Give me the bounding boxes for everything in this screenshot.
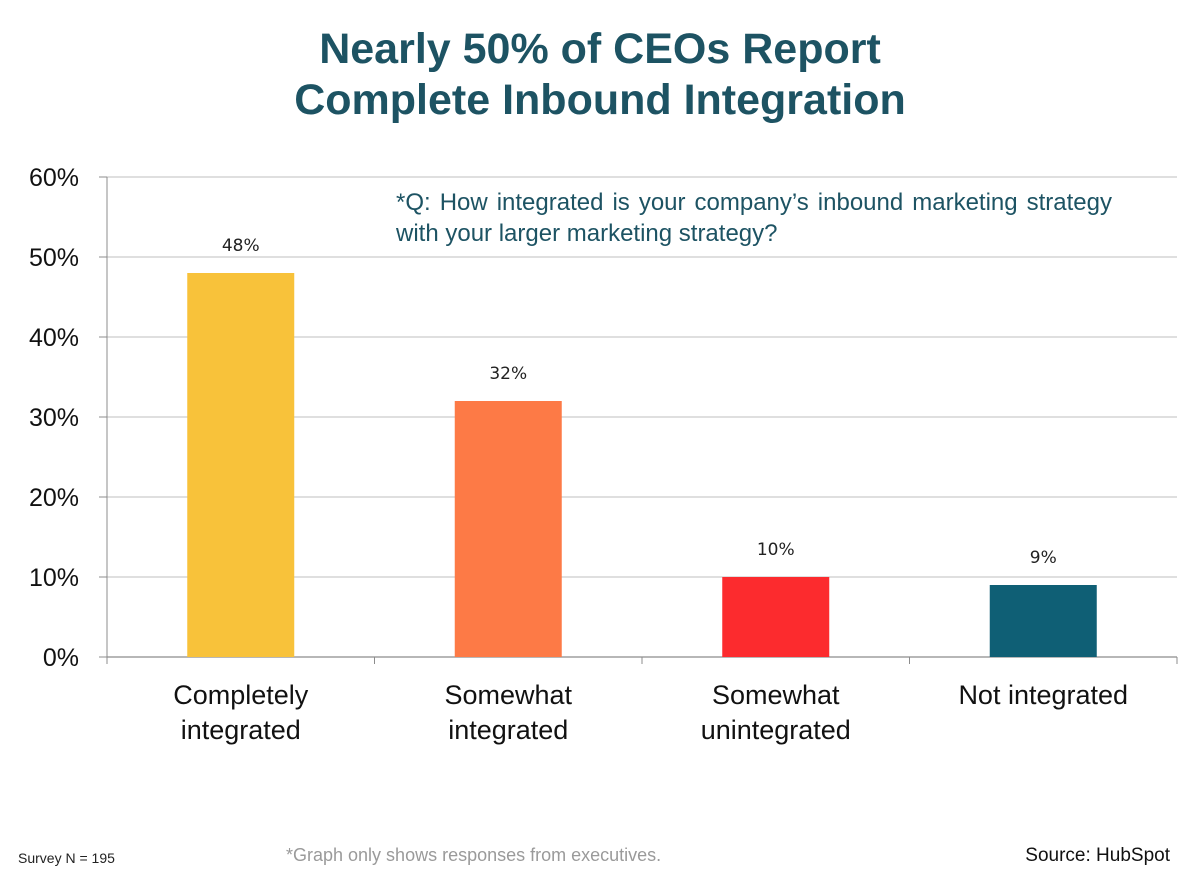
bar <box>454 401 562 657</box>
y-tick-label: 10% <box>29 564 79 592</box>
x-category-label: Not integrated <box>958 680 1128 710</box>
data-label: 10% <box>757 540 795 560</box>
y-tick-label: 0% <box>43 644 79 672</box>
chart-title-line2: Complete Inbound Integration <box>294 76 906 124</box>
x-category-label: Completely <box>173 680 309 710</box>
bar <box>989 585 1097 657</box>
bar <box>722 577 830 657</box>
y-tick-label: 30% <box>29 404 79 432</box>
source-credit: Source: HubSpot <box>1025 845 1170 866</box>
x-category-label: unintegrated <box>701 715 851 745</box>
y-tick-label: 60% <box>29 164 79 192</box>
x-category-label: integrated <box>181 715 301 745</box>
x-category-label: Somewhat <box>712 680 840 710</box>
chart-title-line1: Nearly 50% of CEOs Report <box>319 25 881 73</box>
data-label: 32% <box>489 364 527 384</box>
x-category-label: integrated <box>448 715 568 745</box>
x-category-label: Somewhat <box>444 680 572 710</box>
survey-sample-size: Survey N = 195 <box>18 850 115 866</box>
data-label: 9% <box>1030 548 1057 568</box>
graph-footnote: *Graph only shows responses from executi… <box>286 845 662 865</box>
y-tick-label: 40% <box>29 324 79 352</box>
survey-question: *Q: How integrated is your company’s inb… <box>396 189 1112 247</box>
y-tick-label: 50% <box>29 244 79 272</box>
bar <box>187 273 295 657</box>
chart-title: Nearly 50% of CEOs Report Complete Inbou… <box>0 24 1200 126</box>
y-tick-label: 20% <box>29 484 79 512</box>
data-label: 48% <box>222 236 260 256</box>
